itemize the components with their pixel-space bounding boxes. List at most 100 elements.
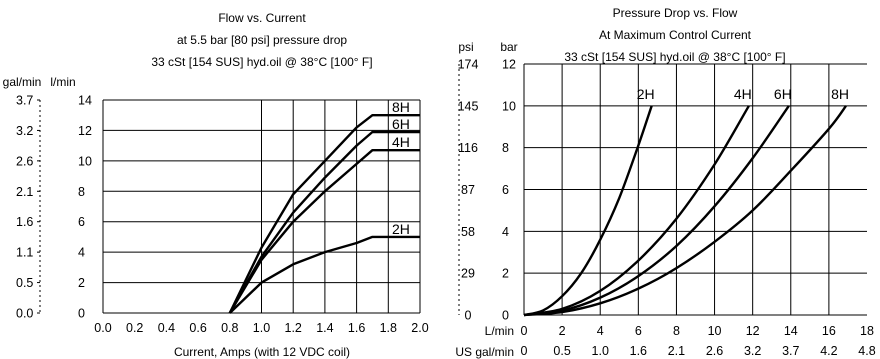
chart2-y-tick-label: 8	[502, 141, 509, 155]
chart1-series-label-4h: 4H	[392, 134, 410, 150]
chart2-axes	[458, 64, 867, 316]
chart2-x-secondary-tick-label: 2.1	[668, 344, 685, 358]
chart2-y-secondary-tick-label: 87	[461, 183, 475, 197]
chart2-y-secondary-tick-label: 58	[461, 225, 475, 239]
chart2-y-tick-label: 6	[502, 183, 509, 197]
chart1-y-primary-unit: l/min	[50, 75, 75, 89]
chart2-x-secondary-tick-label: 3.2	[744, 344, 761, 358]
chart1-x-tick-label: 2.0	[411, 321, 428, 335]
chart2-series-label-2h: 2H	[637, 86, 655, 102]
chart2-series-line-2h	[523, 105, 653, 317]
chart1-y-secondary-tick-label: 1.1	[16, 246, 33, 260]
chart2-y-secondary-tick-label: 145	[458, 99, 479, 113]
chart2-label-group: 0020.541.061.682.1102.6123.2143.7164.218…	[458, 58, 876, 359]
chart2-series-label-6h: 6H	[774, 86, 792, 102]
chart2-x-secondary-tick-label: 3.7	[782, 344, 799, 358]
chart1-x-tick-label: 0.2	[126, 321, 143, 335]
chart1-y-tick-label: 12	[78, 124, 92, 138]
chart1-x-tick-label: 1.2	[285, 321, 302, 335]
chart1-y-secondary-tick-label: 0.0	[16, 307, 33, 321]
chart2-series-label-8h: 8H	[831, 86, 849, 102]
chart1-title-line1: Flow vs. Current	[218, 11, 306, 25]
chart1-y-secondary-tick-label: 1.6	[16, 215, 33, 229]
chart1-y-tick-label: 4	[78, 246, 85, 260]
chart1-y-tick-label: 2	[78, 276, 85, 290]
chart2-x-tick-label: 18	[860, 324, 874, 338]
chart2-x-tick-label: 2	[559, 324, 566, 338]
chart1-x-axis-label: Current, Amps (with 12 VDC coil)	[174, 345, 350, 359]
chart2-x-secondary-tick-label: 4.2	[820, 344, 837, 358]
chart2-y-tick-label: 4	[502, 225, 509, 239]
chart1-x-tick-label: 1.0	[253, 321, 270, 335]
chart2-x-primary-unit: L/min	[485, 324, 514, 338]
chart1-series-line-4h	[228, 148, 420, 314]
chart2-x-secondary-tick-label: 0.5	[553, 344, 570, 358]
chart2-y-secondary-tick-label: 0	[465, 309, 472, 323]
chart1-axes	[37, 99, 420, 314]
chart1-series-group	[228, 113, 420, 314]
chart1-label-group: 0.0 0.2 0.4 0.6 0.8 1.0 1.2 1.4 1.6 1.8 2.0 0 0.0 2 0.…	[16, 94, 429, 336]
chart1-x-tick-label: 0.0	[94, 321, 111, 335]
chart2-x-secondary-tick-label: 2.6	[706, 344, 723, 358]
chart1-series-label-2h: 2H	[392, 221, 410, 237]
chart1-y-secondary-tick-label: 3.7	[16, 94, 33, 108]
chart1-y-secondary-unit: gal/min	[3, 75, 42, 89]
chart1-title-line2: at 5.5 bar [80 psi] pressure drop	[177, 33, 347, 47]
chart2-x-secondary-tick-label: 4.8	[858, 344, 875, 358]
chart2-x-secondary-tick-label: 1.0	[592, 344, 609, 358]
chart1-x-tick-label: 1.4	[316, 321, 333, 335]
flow-vs-current-chart: Flow vs. Current at 5.5 bar [80 psi] pre…	[3, 11, 429, 359]
chart1-y-tick-label: 14	[78, 94, 92, 108]
chart1-x-tick-label: 1.8	[380, 321, 397, 335]
chart1-grid	[103, 99, 421, 313]
chart2-y-secondary-unit: psi	[458, 40, 473, 54]
chart1-series-label-8h: 8H	[392, 99, 410, 115]
chart2-series-line-8h	[523, 105, 847, 317]
pressure-drop-vs-flow-chart: Pressure Drop vs. Flow At Maximum Contro…	[455, 6, 875, 359]
chart1-y-secondary-tick-label: 0.5	[16, 276, 33, 290]
chart1-series-label-6h: 6H	[392, 116, 410, 132]
chart2-y-primary-unit: bar	[500, 40, 517, 54]
chart2-x-secondary-tick-label: 1.6	[630, 344, 647, 358]
chart2-x-tick-label: 4	[597, 324, 604, 338]
chart2-x-tick-label: 0	[521, 324, 528, 338]
chart2-series-label-4h: 4H	[734, 86, 752, 102]
chart2-series-line-6h	[523, 105, 790, 317]
chart2-y-tick-label: 12	[502, 58, 516, 72]
chart1-series-line-2h	[228, 235, 420, 314]
chart2-y-secondary-tick-label: 29	[461, 267, 475, 281]
chart1-y-tick-label: 8	[78, 185, 85, 199]
chart1-y-tick-label: 0	[78, 307, 85, 321]
chart2-y-tick-label: 0	[502, 309, 509, 323]
chart2-title-line1: Pressure Drop vs. Flow	[613, 6, 738, 20]
chart2-y-tick-label: 10	[502, 99, 516, 113]
chart1-y-secondary-tick-label: 2.1	[16, 185, 33, 199]
chart2-x-tick-label: 14	[784, 324, 798, 338]
chart1-x-tick-label: 0.4	[158, 321, 175, 335]
chart1-x-tick-label: 0.8	[221, 321, 238, 335]
chart2-x-tick-label: 12	[746, 324, 760, 338]
chart2-series-group	[523, 105, 847, 317]
chart2-title-line3: 33 cSt [154 SUS] hyd.oil @ 38°C [100° F]	[564, 50, 785, 64]
chart1-y-tick-label: 10	[78, 154, 92, 168]
chart2-grid	[524, 63, 867, 315]
chart2-y-secondary-tick-label: 174	[458, 58, 479, 72]
chart2-x-tick-label: 8	[673, 324, 680, 338]
chart1-x-tick-label: 0.6	[189, 321, 206, 335]
chart2-x-tick-label: 10	[708, 324, 722, 338]
chart1-y-secondary-tick-label: 3.2	[16, 124, 33, 138]
chart1-x-tick-label: 1.6	[348, 321, 365, 335]
chart1-y-tick-label: 6	[78, 215, 85, 229]
chart2-title-line2: At Maximum Control Current	[599, 28, 752, 42]
chart2-y-secondary-tick-label: 116	[458, 141, 478, 155]
chart2-x-secondary-tick-label: 0	[521, 344, 528, 358]
chart2-series-line-4h	[523, 105, 750, 317]
chart1-title-line3: 33 cSt [154 SUS] hyd.oil @ 38°C [100° F]	[151, 55, 372, 69]
chart1-series-line-6h	[228, 130, 420, 314]
chart1-y-secondary-tick-label: 2.6	[16, 154, 33, 168]
chart2-x-tick-label: 16	[822, 324, 836, 338]
chart2-x-tick-label: 6	[635, 324, 642, 338]
chart2-y-tick-label: 2	[502, 267, 509, 281]
chart1-series-line-8h	[228, 113, 420, 314]
